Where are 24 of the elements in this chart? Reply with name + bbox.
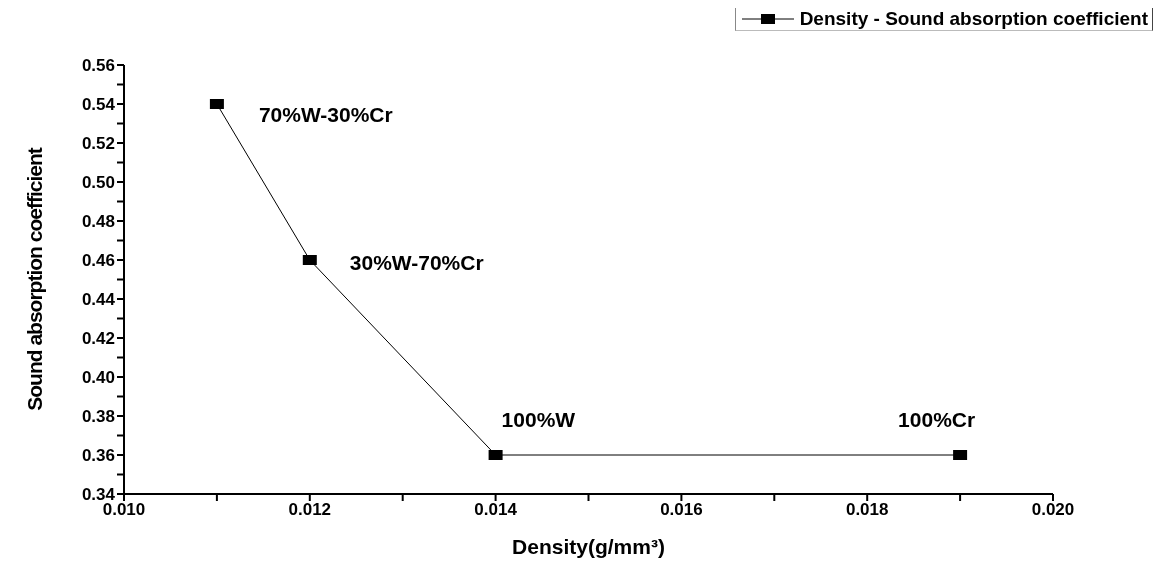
y-tick-label: 0.42 [81,329,115,349]
x-tick-label: 0.012 [288,500,332,520]
y-tick-label: 0.56 [81,56,115,76]
y-tick-label: 0.38 [81,407,115,427]
legend-label: Density - Sound absorption coefficient [799,8,1148,30]
annotation: 70%W-30%Cr [258,102,393,126]
y-tick-label: 0.36 [81,446,115,466]
y-tick-label: 0.54 [81,95,116,115]
x-tick-label: 0.014 [474,500,518,520]
annotation: 100%W [501,407,576,431]
x-axis-title: Density(g/mm³) [512,535,665,558]
annotation: 100%Cr [898,407,976,431]
x-tick-label: 0.016 [660,500,703,520]
y-tick-label: 0.48 [81,212,115,232]
x-tick-label: 0.010 [102,500,146,520]
x-tick-label: 0.018 [845,500,889,520]
y-tick-label: 0.50 [81,173,115,193]
y-axis-title: Sound absorption coefficient [23,147,46,411]
y-tick-label: 0.44 [81,290,116,310]
y-tick-label: 0.46 [81,251,115,271]
y-tick-label: 0.40 [81,368,115,388]
x-tick-label: 0.020 [1031,500,1075,520]
annotation: 30%W-70%Cr [349,250,484,274]
y-tick-label: 0.52 [81,134,115,154]
